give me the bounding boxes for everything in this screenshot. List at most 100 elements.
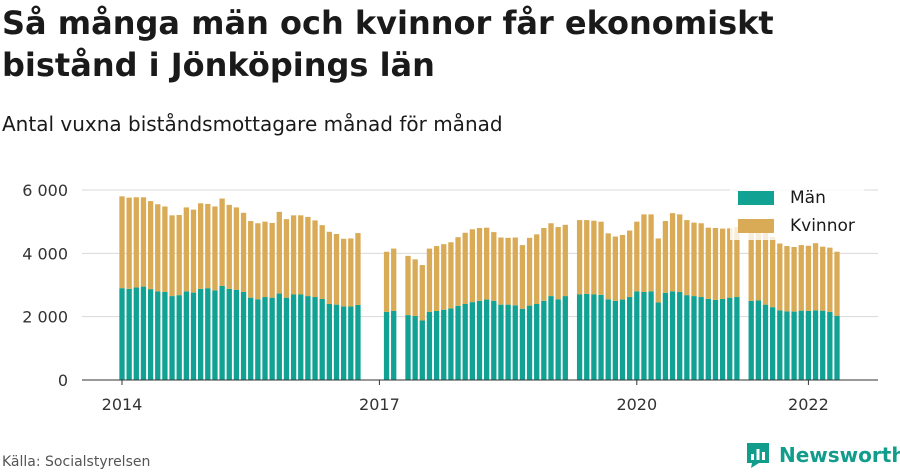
legend-label-men: Män (790, 188, 826, 208)
bar-women (755, 222, 761, 301)
bar-women (355, 233, 361, 305)
bar-women (727, 228, 733, 298)
bar-men (541, 300, 547, 380)
axis-layer: 0 2 000 4 000 6 000 2014 2017 2020 2022 (22, 181, 878, 414)
bar-men (712, 299, 719, 380)
bar-women (576, 220, 583, 295)
bar-men (190, 292, 197, 380)
source-note: Källa: Socialstyrelsen (2, 454, 151, 470)
bar-men (784, 311, 790, 380)
bar-men (555, 299, 561, 380)
bar-women (669, 213, 676, 292)
legend-item-men: Män (738, 188, 826, 208)
y-tick-label: 2 000 (22, 308, 68, 327)
bar-men (548, 296, 554, 380)
bar-men (119, 288, 125, 380)
bar-men (727, 297, 733, 380)
bar-men (233, 289, 240, 380)
x-tick-label: 2022 (788, 395, 829, 414)
bar-men (648, 291, 654, 380)
y-tick-label: 0 (58, 371, 68, 390)
bar-men (455, 305, 461, 380)
legend-item-women: Kvinnor (738, 216, 855, 236)
bar-women (198, 203, 204, 289)
bar-men (655, 302, 661, 380)
bar-men (341, 306, 347, 380)
bar-men (391, 310, 397, 380)
bar-men (433, 310, 440, 380)
bar-women (519, 245, 526, 309)
bar-women (391, 248, 397, 311)
bar-men (405, 315, 411, 380)
bar-men (605, 299, 611, 380)
bar-women (283, 219, 290, 298)
bar-women (655, 238, 661, 303)
bar-women (791, 247, 797, 312)
bar-men (634, 291, 640, 380)
bar-men (140, 286, 147, 380)
bar-women (441, 244, 447, 310)
bar-men (205, 288, 211, 380)
bar-men (612, 300, 618, 380)
bar-men (383, 311, 390, 380)
bar-women (705, 227, 711, 299)
x-tick-label: 2014 (102, 395, 143, 414)
bar-women (734, 227, 740, 298)
bar-women (212, 206, 218, 291)
bar-women (619, 234, 626, 300)
bar-women (534, 234, 540, 304)
bar-men (333, 304, 340, 380)
bar-women (484, 227, 490, 300)
bar-women (147, 201, 154, 290)
bar-women (305, 216, 311, 297)
bar-women (805, 245, 812, 311)
bar-men (698, 297, 704, 380)
bar-women (634, 221, 640, 292)
bar-women (176, 215, 182, 296)
bar-women (662, 221, 669, 293)
chart-title: Så många män och kvinnor får ekonomiskt … (2, 4, 774, 84)
bar-men (748, 300, 754, 380)
bar-men (526, 305, 533, 380)
bar-men (562, 296, 568, 380)
bar-men (484, 299, 490, 380)
bar-men (226, 288, 232, 380)
brand-logo[interactable]: Newsworthy (745, 441, 900, 469)
bar-women (348, 238, 354, 307)
bar-men (662, 292, 669, 380)
bar-women (341, 238, 347, 307)
legend: Män Kvinnor (730, 182, 864, 240)
bar-men (462, 304, 468, 380)
bar-men (519, 308, 526, 380)
bar-women (155, 204, 161, 292)
bar-women (476, 228, 483, 301)
bar-men (719, 298, 726, 380)
bar-men (619, 299, 626, 380)
legend-label-women: Kvinnor (790, 216, 855, 236)
bar-men (505, 304, 511, 380)
bar-men (312, 297, 318, 380)
brand-name: Newsworthy (779, 443, 900, 467)
bar-women (691, 222, 697, 297)
bar-women (820, 246, 826, 311)
bar-men (627, 297, 633, 380)
bar-women (548, 223, 554, 297)
bar-men (262, 297, 268, 380)
bar-men (441, 309, 447, 380)
bar-women (412, 259, 418, 317)
bar-men (212, 290, 218, 380)
bar-men (576, 294, 583, 380)
newsworthy-logo-icon (747, 443, 769, 468)
bar-men (198, 288, 204, 380)
bar-men (412, 316, 418, 380)
y-tick-label: 4 000 (22, 244, 68, 263)
bar-women (555, 227, 561, 300)
bar-women (219, 198, 225, 286)
bar-women (677, 214, 683, 292)
bar-women (169, 215, 175, 297)
bar-women (777, 243, 783, 311)
bar-men (512, 305, 518, 380)
bar-men (791, 311, 797, 380)
bar-women (598, 221, 604, 295)
bar-men (240, 291, 247, 380)
